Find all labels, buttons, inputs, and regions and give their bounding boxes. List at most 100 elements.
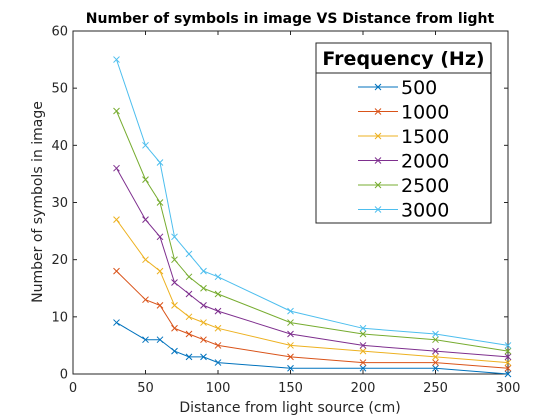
data-point-3000	[142, 141, 149, 149]
y-tick-label: 50	[51, 82, 68, 97]
legend-marker-3000	[374, 206, 382, 213]
data-point-2500	[185, 273, 193, 281]
x-tick-label: 300	[496, 381, 521, 396]
data-point-2000	[504, 353, 512, 361]
x-axis: 0 50 100 150 200 250 300	[69, 31, 521, 396]
data-point-2000	[185, 290, 193, 298]
series-1500	[113, 216, 512, 366]
y-tick-label: 60	[51, 25, 68, 40]
data-point-3000	[185, 250, 193, 258]
x-tick-label: 200	[351, 381, 376, 396]
data-point-2500	[171, 256, 178, 264]
data-point-500	[287, 364, 294, 372]
data-point-1000	[214, 342, 222, 349]
data-point-1500	[113, 216, 120, 224]
series-3000	[113, 56, 512, 349]
legend-title: Frequency (Hz)	[322, 48, 484, 70]
data-point-2500	[287, 319, 294, 326]
data-point-3000	[113, 56, 120, 63]
data-point-1000	[200, 336, 207, 344]
series-2500	[113, 107, 512, 355]
series-1000	[113, 267, 512, 372]
data-point-2000	[200, 302, 207, 309]
data-point-2000	[142, 216, 149, 224]
data-point-500	[113, 319, 120, 326]
data-point-2000	[171, 279, 178, 286]
data-point-2500	[200, 284, 207, 292]
data-point-2500	[359, 330, 367, 338]
legend-label-500: 500	[401, 77, 437, 99]
x-axis-label: Distance from light source (cm)	[179, 400, 400, 416]
data-point-2500	[214, 290, 222, 298]
legend-label-1500: 1500	[401, 126, 449, 148]
data-point-3000	[200, 267, 207, 275]
data-point-1000	[359, 359, 367, 366]
x-tick-label: 0	[69, 381, 77, 396]
x-tick-label: 150	[278, 381, 303, 396]
data-point-2500	[504, 347, 512, 355]
legend-item-1000: 1000	[358, 102, 449, 124]
legend-label-2000: 2000	[401, 151, 449, 173]
data-point-3000	[287, 307, 294, 315]
data-point-3000	[432, 330, 439, 338]
data-point-1500	[432, 353, 439, 361]
data-point-1500	[185, 313, 193, 321]
legend-label-2500: 2500	[401, 175, 449, 197]
legend-item-2500: 2500	[358, 175, 449, 197]
series-500	[113, 319, 512, 378]
y-tick-label: 0	[60, 368, 68, 383]
series-layer	[113, 56, 512, 378]
data-point-3000	[214, 273, 222, 281]
data-point-2000	[214, 307, 222, 315]
data-point-1000	[142, 296, 149, 304]
data-point-500	[432, 364, 439, 372]
data-point-500	[171, 347, 178, 355]
data-point-500	[359, 364, 367, 372]
legend-marker-2500	[374, 181, 382, 189]
y-axis-label: Number of symbols in image	[30, 101, 46, 303]
chart-title: Number of symbols in image VS Distance f…	[86, 11, 495, 27]
data-point-2500	[142, 176, 149, 183]
data-point-1500	[504, 359, 512, 366]
data-point-1500	[214, 324, 222, 332]
data-point-2000	[432, 347, 439, 355]
data-point-3000	[156, 159, 164, 166]
data-point-500	[214, 359, 222, 366]
legend-marker-1000	[374, 108, 382, 115]
legend-item-1500: 1500	[358, 126, 449, 148]
legend-label-3000: 3000	[401, 200, 449, 222]
data-point-1500	[142, 256, 149, 264]
legend-item-2000: 2000	[358, 151, 449, 173]
data-point-1000	[171, 324, 178, 332]
data-point-1000	[287, 353, 294, 361]
data-point-1500	[156, 267, 164, 275]
data-point-500	[156, 336, 164, 344]
data-point-1500	[200, 319, 207, 326]
y-tick-label: 20	[51, 253, 68, 268]
data-point-2000	[156, 233, 164, 241]
data-point-3000	[504, 342, 512, 349]
legend-label-1000: 1000	[401, 102, 449, 124]
data-point-1000	[156, 302, 164, 309]
data-point-500	[142, 336, 149, 344]
legend-marker-500	[374, 83, 382, 91]
y-tick-label: 10	[51, 310, 68, 325]
data-point-500	[200, 353, 207, 361]
y-tick-label: 40	[51, 139, 68, 154]
data-point-2500	[156, 199, 164, 206]
y-tick-label: 30	[51, 196, 68, 211]
data-point-1500	[359, 347, 367, 355]
x-tick-label: 100	[206, 381, 231, 396]
data-point-500	[504, 370, 512, 378]
data-point-3000	[359, 324, 367, 332]
legend-marker-2000	[374, 157, 382, 164]
x-tick-label: 250	[423, 381, 448, 396]
legend-marker-1500	[374, 132, 382, 140]
data-point-2000	[359, 342, 367, 349]
series-2000	[113, 164, 512, 361]
y-axis: 0 10 20 30 40 50 60	[51, 25, 508, 383]
data-point-2500	[113, 107, 120, 115]
